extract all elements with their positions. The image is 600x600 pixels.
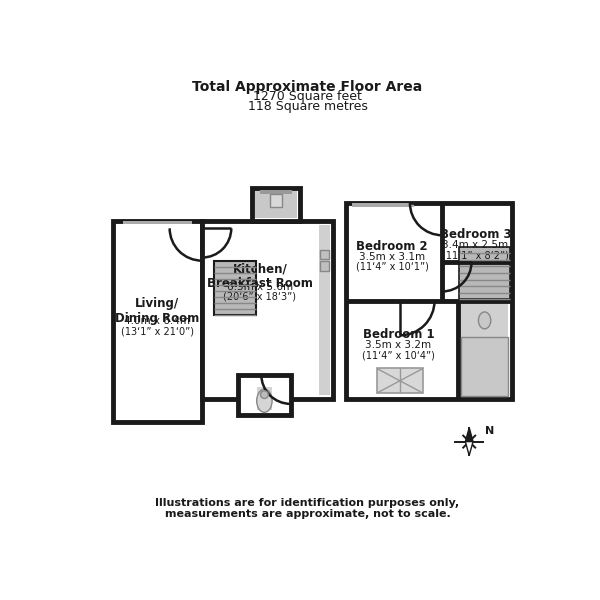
Bar bbox=[214, 260, 256, 314]
Bar bbox=[459, 247, 510, 299]
Bar bbox=[113, 221, 202, 422]
Bar bbox=[352, 203, 414, 207]
Bar bbox=[352, 203, 414, 207]
Bar bbox=[202, 221, 333, 399]
Text: 3.5m x 3.2m: 3.5m x 3.2m bbox=[365, 340, 431, 350]
Bar bbox=[320, 250, 329, 259]
Text: Illustrations are for identification purposes only,: Illustrations are for identification pur… bbox=[155, 498, 460, 508]
Text: N: N bbox=[485, 426, 494, 436]
Text: 4.0m x 6.4m: 4.0m x 6.4m bbox=[124, 316, 190, 326]
Text: Bedroom 1: Bedroom 1 bbox=[362, 328, 434, 341]
Bar bbox=[123, 221, 192, 224]
Bar bbox=[260, 190, 292, 194]
Text: (11‘1” x 8‘2”): (11‘1” x 8‘2”) bbox=[442, 250, 509, 260]
Bar bbox=[238, 374, 290, 415]
Text: Total Approximate Floor Area: Total Approximate Floor Area bbox=[193, 80, 422, 94]
Text: 3.4m x 2.5m: 3.4m x 2.5m bbox=[442, 240, 508, 250]
Bar bbox=[270, 194, 282, 207]
Text: (13‘1” x 21‘0”): (13‘1” x 21‘0”) bbox=[121, 326, 194, 337]
Text: 3.5m x 3.1m: 3.5m x 3.1m bbox=[359, 252, 425, 262]
Text: (20‘6” x 18‘3”): (20‘6” x 18‘3”) bbox=[223, 292, 296, 302]
Circle shape bbox=[260, 391, 268, 398]
Text: Bedroom 3: Bedroom 3 bbox=[440, 228, 511, 241]
Bar bbox=[320, 262, 329, 271]
Bar bbox=[377, 368, 423, 393]
Bar bbox=[346, 203, 512, 399]
Text: (11‘4” x 10‘1”): (11‘4” x 10‘1”) bbox=[356, 262, 428, 272]
Text: 6.3m x 5.6m: 6.3m x 5.6m bbox=[227, 282, 293, 292]
Bar bbox=[461, 304, 508, 396]
Bar bbox=[214, 260, 256, 314]
Text: 1270 Square feet: 1270 Square feet bbox=[253, 91, 362, 103]
Bar bbox=[255, 191, 297, 218]
Bar bbox=[459, 247, 510, 299]
Text: Living/
Dining Room: Living/ Dining Room bbox=[115, 296, 199, 325]
Polygon shape bbox=[466, 428, 473, 442]
Bar bbox=[252, 188, 300, 221]
Text: (11‘4” x 10‘4”): (11‘4” x 10‘4”) bbox=[362, 350, 435, 361]
Bar bbox=[319, 225, 330, 395]
Bar bbox=[461, 337, 508, 396]
Bar bbox=[377, 368, 423, 393]
Bar bbox=[257, 387, 272, 410]
Ellipse shape bbox=[257, 389, 272, 412]
Text: measurements are approximate, not to scale.: measurements are approximate, not to sca… bbox=[164, 509, 451, 518]
Polygon shape bbox=[466, 442, 473, 455]
Text: Bedroom 2: Bedroom 2 bbox=[356, 239, 428, 253]
Text: Kitchen/
Breakfast Room: Kitchen/ Breakfast Room bbox=[207, 262, 313, 290]
Bar bbox=[123, 221, 192, 224]
Text: 118 Square metres: 118 Square metres bbox=[248, 100, 367, 113]
Ellipse shape bbox=[478, 312, 491, 329]
